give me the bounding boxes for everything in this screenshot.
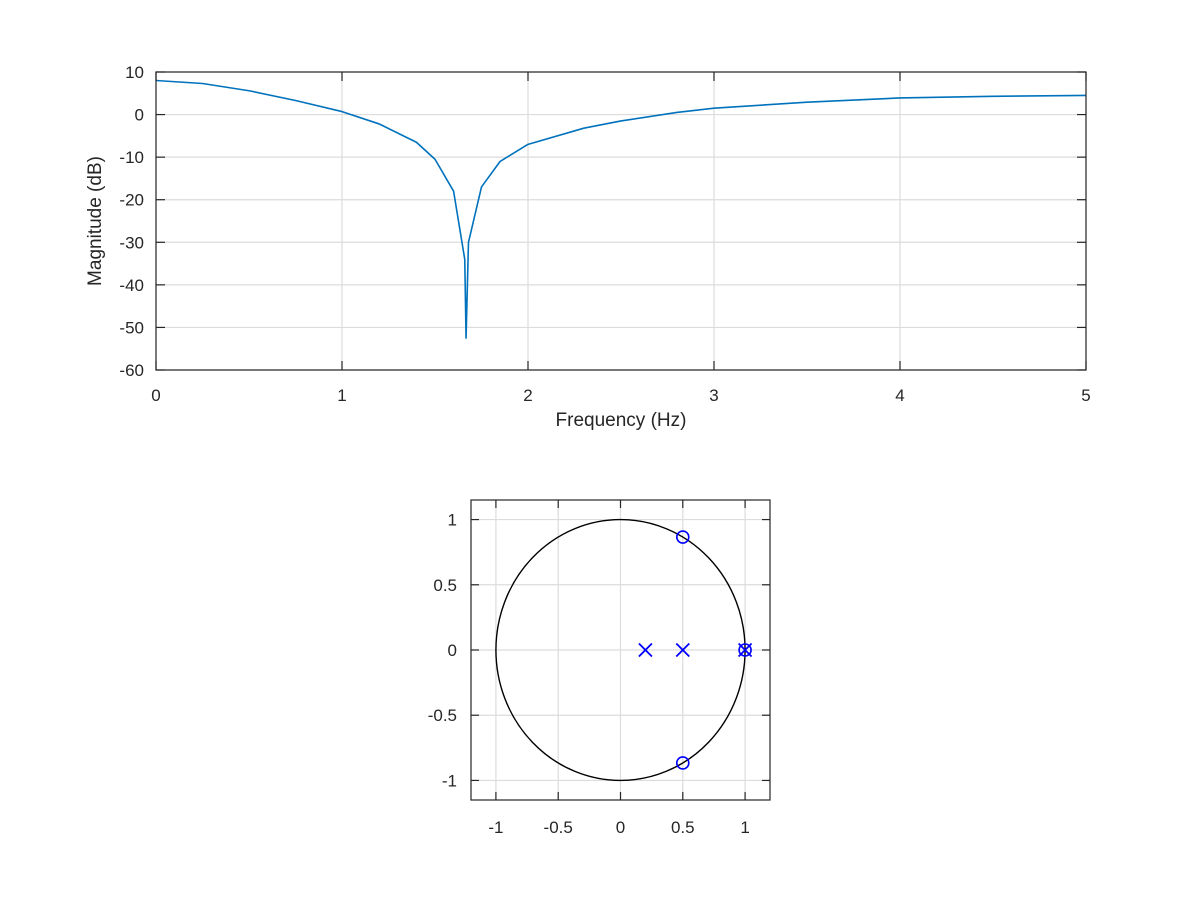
pole-zero-ticks: -1 -0.5 0 0.5 1 1 0.5 0 -0.5 -1 (428, 500, 770, 837)
y-tick-label: -1 (442, 771, 457, 790)
x-tick-label: 5 (1081, 386, 1090, 405)
pole-zero-plot: -1 -0.5 0 0.5 1 1 0.5 0 -0.5 -1 (428, 499, 771, 837)
magnitude-series (155, 79, 1087, 339)
zero-marker (675, 756, 690, 770)
x-tick-label: 2 (523, 386, 532, 405)
x-tick-label: -1 (488, 818, 503, 837)
y-tick-label: -50 (119, 318, 144, 337)
y-tick-label: 0 (135, 106, 144, 125)
pole-marker (638, 642, 653, 658)
zero-marker (675, 530, 690, 544)
x-tick-label: 4 (895, 386, 904, 405)
x-axis-label: Frequency (Hz) (556, 410, 687, 431)
pole-marker (675, 642, 690, 658)
y-tick-label: 10 (125, 63, 144, 82)
x-tick-label: 0 (616, 818, 625, 837)
x-tick-label: 3 (709, 386, 718, 405)
x-tick-label: 1 (337, 386, 346, 405)
y-tick-label: -30 (119, 233, 144, 252)
magnitude-axes-box (155, 71, 1087, 371)
x-tick-label: 0.5 (671, 818, 695, 837)
y-tick-label: 0 (448, 641, 457, 660)
magnitude-plot-area (156, 72, 1086, 370)
y-tick-label: 0.5 (433, 576, 457, 595)
magnitude-response-line (155, 79, 1087, 339)
y-tick-label: 1 (448, 511, 457, 530)
y-axis-label: Magnitude (dB) (85, 156, 106, 286)
x-tick-label: 1 (740, 818, 749, 837)
pole-zero-markers (638, 530, 753, 770)
y-tick-label: -60 (119, 361, 144, 380)
y-tick-label: -0.5 (428, 706, 457, 725)
zero-marker (738, 643, 752, 657)
x-tick-label: 0 (151, 386, 160, 405)
magnitude-plot: 0 1 2 3 4 5 10 0 -10 -20 -30 -40 -50 -60 Frequency (H… (85, 63, 1091, 431)
y-tick-label: -10 (119, 148, 144, 167)
magnitude-ticks: 0 1 2 3 4 5 10 0 -10 -20 -30 -40 -50 -60 (119, 63, 1090, 405)
pole-marker (737, 642, 753, 658)
x-tick-label: -0.5 (544, 818, 573, 837)
y-tick-label: -20 (119, 191, 144, 210)
y-tick-label: -40 (119, 276, 144, 295)
